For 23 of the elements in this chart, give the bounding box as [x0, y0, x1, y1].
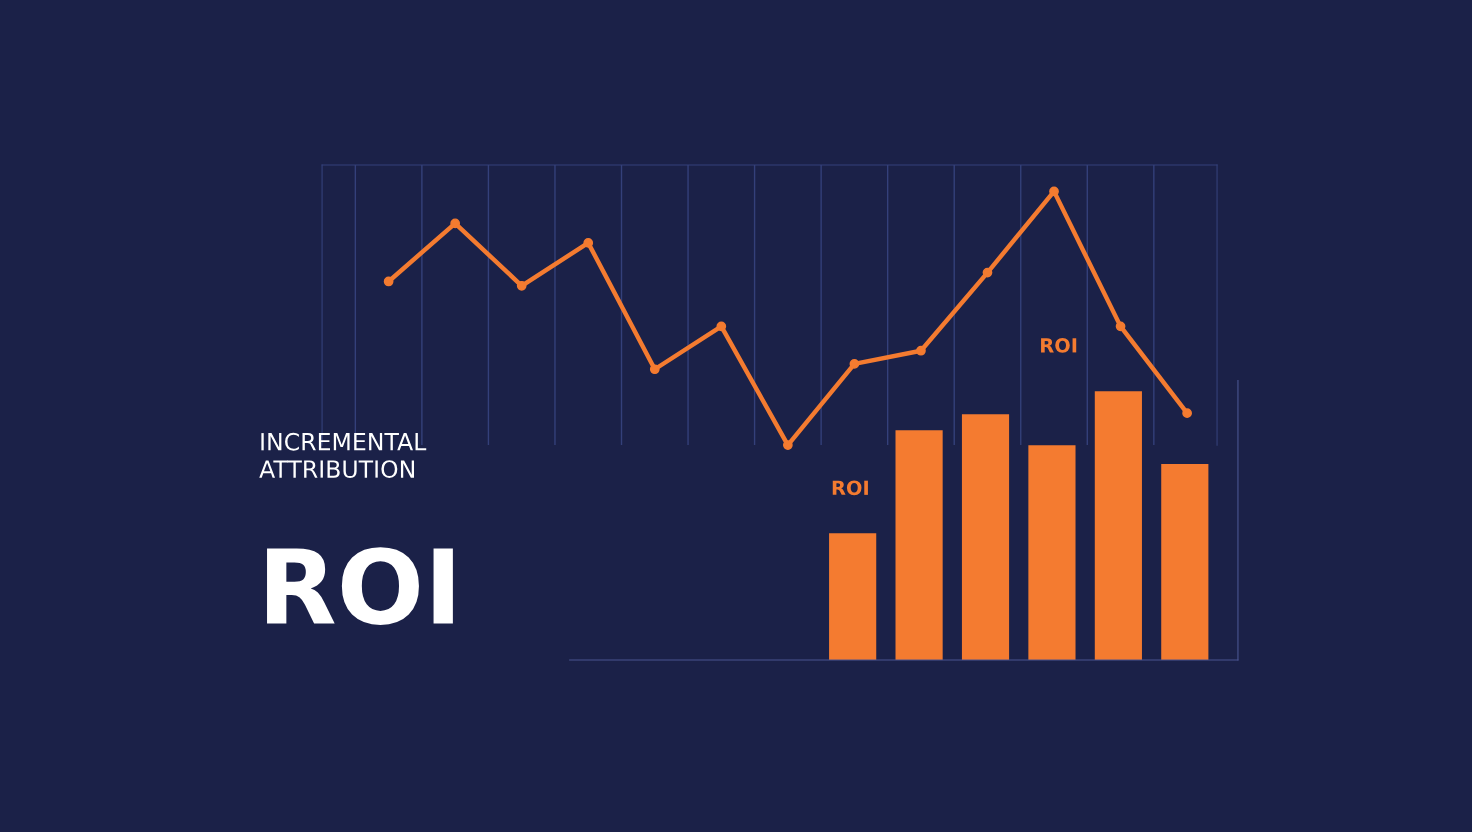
point	[1182, 408, 1192, 419]
point	[1049, 186, 1059, 197]
point	[583, 238, 594, 248]
bar	[895, 430, 943, 661]
point	[383, 276, 394, 287]
point	[649, 364, 660, 375]
point	[916, 345, 926, 356]
annotation: ROI	[1041, 338, 1077, 353]
bar	[1161, 464, 1209, 661]
annotation: ROI	[832, 480, 868, 496]
bar	[1028, 445, 1076, 661]
text: INCREMENTAL ATTRIBUTION	[259, 432, 427, 478]
bar	[829, 533, 877, 661]
bar	[961, 414, 1010, 661]
point	[849, 359, 860, 369]
point	[450, 218, 461, 229]
text: ROI	[267, 547, 453, 625]
point	[716, 321, 727, 332]
point	[982, 267, 993, 278]
point	[516, 280, 527, 291]
point	[1115, 321, 1126, 332]
point	[782, 440, 793, 450]
bar	[1094, 391, 1142, 661]
